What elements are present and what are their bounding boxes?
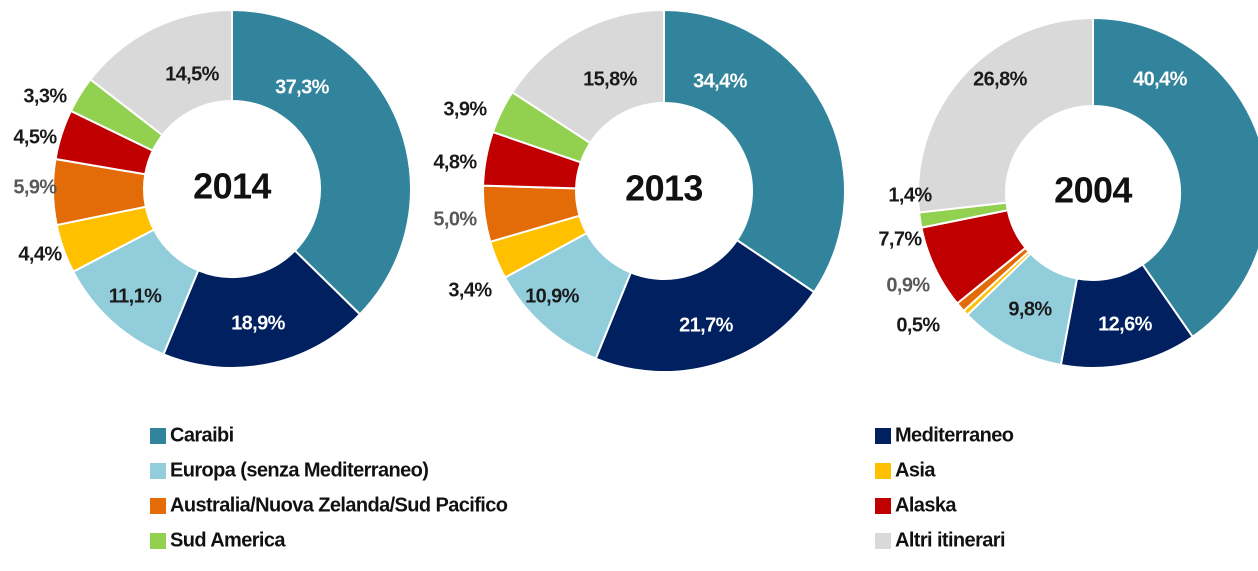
- value-label: 4,4%: [18, 243, 62, 265]
- donut-segment: [594, 238, 816, 373]
- legend-label: Asia: [895, 459, 936, 481]
- value-label: 0,9%: [886, 274, 930, 296]
- value-label: 3,9%: [443, 98, 487, 120]
- value-label: 4,5%: [13, 126, 57, 148]
- value-label: 7,7%: [878, 228, 922, 250]
- legend-swatch: [875, 533, 891, 549]
- value-label: 37,3%: [275, 76, 330, 98]
- value-label: 11,1%: [109, 285, 162, 307]
- donut-segment: [162, 249, 362, 369]
- legend-swatch: [150, 463, 166, 479]
- legend-swatch: [150, 498, 166, 514]
- center-label: 2004: [1054, 170, 1132, 211]
- donut-segment: [917, 16, 1094, 214]
- legend-label: Australia/Nuova Zelanda/Sud Pacifico: [170, 494, 508, 516]
- legend-label: Europa (senza Mediterraneo): [170, 459, 428, 481]
- legend-swatch: [875, 498, 891, 514]
- value-label: 3,4%: [448, 279, 492, 301]
- legend-swatch: [875, 463, 891, 479]
- value-label: 5,9%: [13, 176, 57, 198]
- legend-swatch: [150, 533, 166, 549]
- donut-segment: [663, 8, 846, 294]
- legend-label: Caraibi: [170, 424, 234, 446]
- legend-label: Altri itinerari: [895, 529, 1005, 551]
- center-label: 2013: [625, 168, 703, 209]
- value-label: 9,8%: [1008, 298, 1052, 320]
- legend-swatch: [150, 428, 166, 444]
- value-label: 0,5%: [896, 314, 940, 336]
- donut-segment: [89, 8, 233, 137]
- value-label: 10,9%: [525, 285, 580, 307]
- value-label: 4,8%: [433, 151, 477, 173]
- legend-label: Sud America: [170, 529, 286, 551]
- value-label: 21,7%: [679, 314, 734, 336]
- value-label: 40,4%: [1133, 68, 1188, 90]
- value-label: 5,0%: [433, 208, 477, 230]
- legend-swatch: [875, 428, 891, 444]
- value-label: 3,3%: [23, 85, 67, 107]
- value-label: 26,8%: [973, 68, 1028, 90]
- center-label: 2014: [193, 166, 271, 207]
- value-label: 1,4%: [888, 184, 932, 206]
- legend-label: Alaska: [895, 494, 957, 516]
- legend-label: Mediterraneo: [895, 424, 1014, 446]
- donut-segment: [231, 8, 412, 316]
- value-label: 14,5%: [165, 63, 220, 85]
- value-label: 12,6%: [1098, 313, 1153, 335]
- donut-segment: [1092, 16, 1258, 339]
- value-label: 15,8%: [583, 68, 638, 90]
- donut-segment: [510, 8, 665, 145]
- value-label: 18,9%: [231, 312, 286, 334]
- value-label: 34,4%: [693, 70, 748, 92]
